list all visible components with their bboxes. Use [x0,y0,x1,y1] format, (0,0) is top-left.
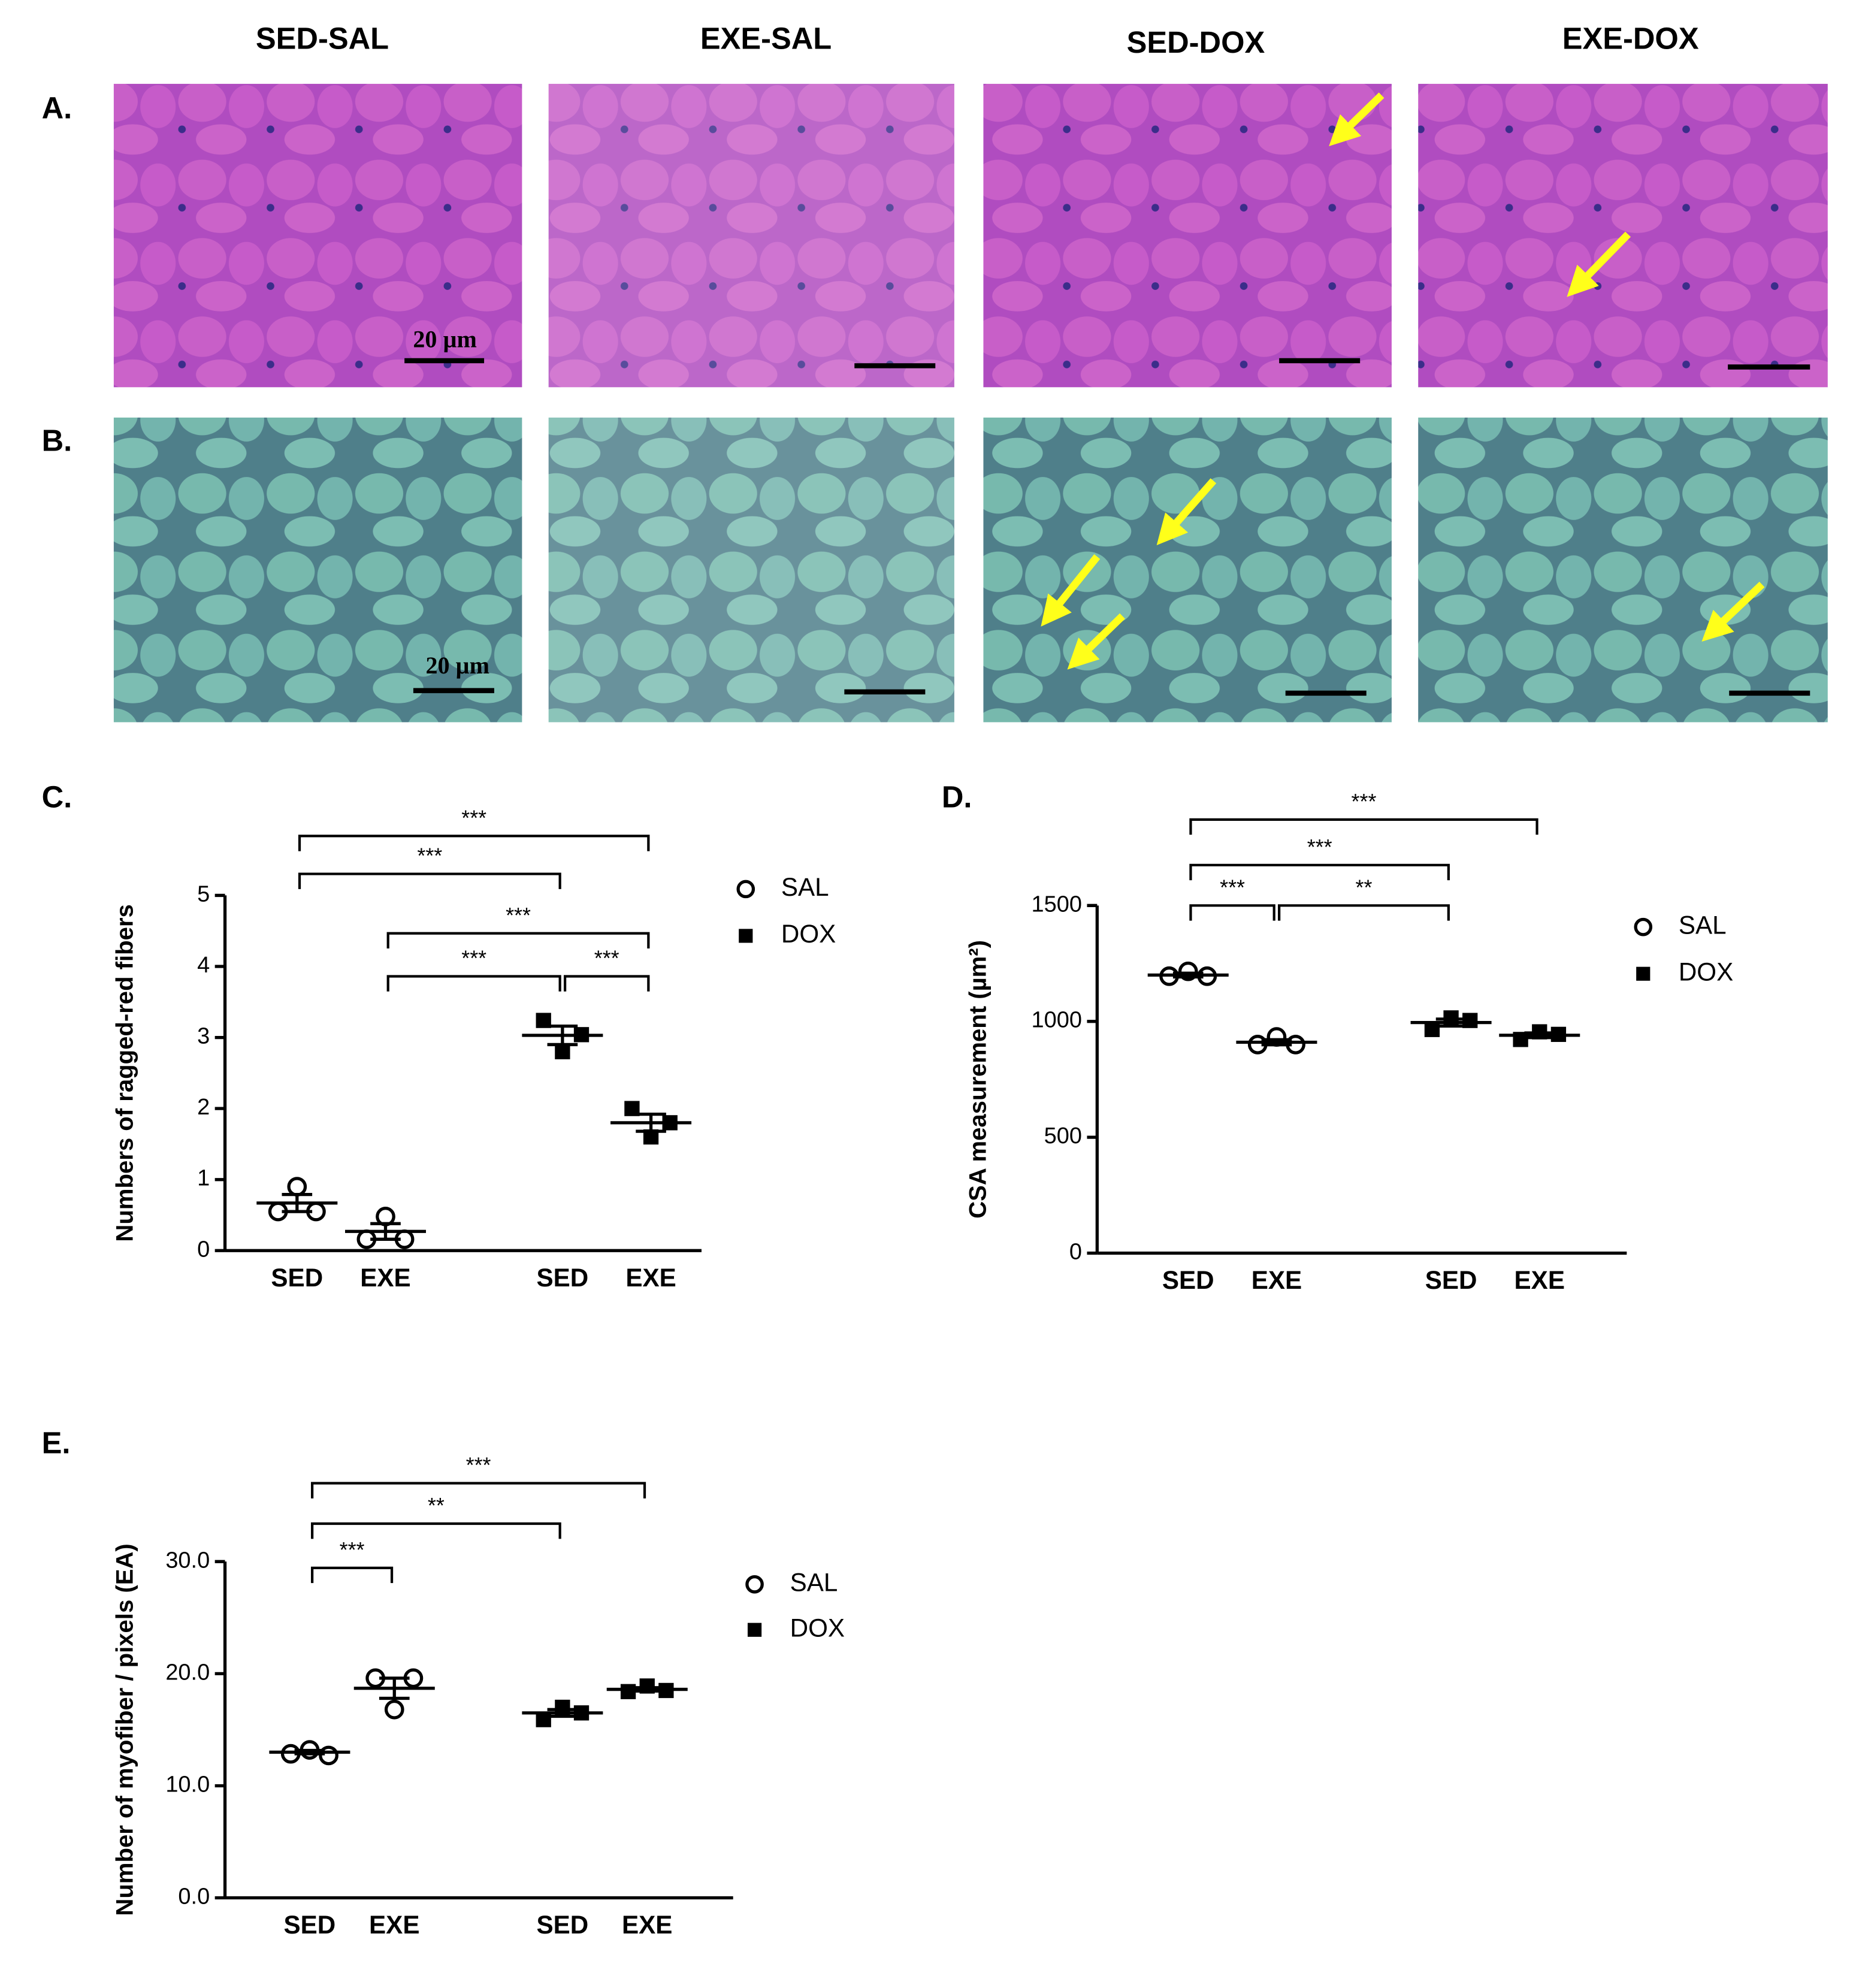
legend-label: DOX [790,1614,845,1642]
significance-label: *** [461,947,486,971]
x-tick-label: EXE [1515,1266,1565,1294]
significance-bracket [1189,863,1450,881]
row-label: B. [42,423,72,457]
x-tick-label: SED [536,1911,588,1939]
significance-bracket [1189,818,1538,835]
panel-label: C. [42,780,72,814]
significance-bracket [1278,904,1450,921]
significance-label: *** [1307,835,1332,859]
y-tick-label: 10.0 [165,1772,210,1797]
arrow [1567,231,1631,297]
y-axis-label: CSA measurement (µm²) [965,940,992,1219]
column-title: EXE-SAL [700,22,832,56]
significance-bracket [298,835,650,851]
legend-label: DOX [781,920,836,948]
significance-label: *** [1352,790,1377,814]
legend-label: DOX [1679,957,1733,986]
y-tick-label: 1 [197,1166,210,1191]
x-tick-label: SED [284,1911,336,1939]
arrow [1041,554,1101,627]
y-tick-label: 0 [197,1237,210,1262]
y-axis-label: Number of myofiber / pixels (EA) [112,1543,138,1916]
y-tick-label: 30.0 [165,1548,210,1573]
x-tick-label: SED [536,1264,588,1292]
legend-label: SAL [1679,911,1727,939]
legend-marker [739,929,753,943]
micrograph [113,417,522,723]
row-label: A. [42,91,72,125]
significance-label: *** [506,904,531,927]
x-tick-label: SED [271,1264,323,1292]
y-tick-label: 20.0 [165,1660,210,1685]
arrow [1067,613,1125,670]
significance-label: *** [461,806,486,830]
panel-label: D. [942,780,972,814]
significance-bracket [311,1566,394,1584]
legend-marker [1634,917,1653,936]
y-tick-label: 1000 [1032,1008,1082,1033]
legend-label: SAL [781,873,829,901]
scale-label: 20 µm [413,326,477,353]
column-title: SED-DOX [1127,25,1265,59]
micrograph [1418,417,1828,723]
y-tick-label: 500 [1044,1123,1082,1149]
legend-label: SAL [790,1568,838,1596]
column-title: EXE-DOX [1562,22,1699,56]
y-tick-label: 0.0 [178,1884,210,1910]
significance-bracket [311,1522,561,1539]
x-tick-label: SED [1162,1266,1214,1294]
significance-bracket [298,872,561,889]
significance-bracket [563,975,650,992]
y-tick-label: 1500 [1032,892,1082,917]
significance-label: *** [340,1538,365,1562]
data-point [287,1177,307,1197]
micrograph [548,417,954,723]
x-tick-label: EXE [369,1911,419,1939]
x-tick-label: SED [1425,1266,1477,1294]
data-point [536,1712,551,1727]
y-tick-label: 3 [197,1024,210,1049]
y-axis-label: Numbers of ragged-red fibers [112,904,138,1241]
micrograph [548,83,954,388]
significance-bracket [1189,904,1275,921]
data-point [1424,1022,1440,1037]
x-tick-label: EXE [625,1264,676,1292]
significance-label: *** [594,947,619,971]
legend-marker [745,1575,764,1594]
data-point [384,1699,404,1720]
significance-label: *** [417,844,442,868]
significance-bracket [386,975,561,992]
legend-marker [736,880,755,899]
x-tick-label: EXE [360,1264,410,1292]
significance-label: ** [1356,875,1373,899]
significance-bracket [311,1482,646,1498]
legend-marker [1636,966,1651,981]
column-title: SED-SAL [256,22,389,56]
x-tick-label: EXE [1252,1266,1302,1294]
data-point [319,1745,338,1766]
arrow [1156,478,1217,546]
arrow [1329,92,1385,147]
micrograph [113,83,522,388]
y-tick-label: 2 [197,1095,210,1120]
panel-label: E. [42,1426,71,1460]
data-point [1178,961,1198,981]
y-tick-label: 0 [1069,1240,1082,1265]
x-tick-label: EXE [622,1911,672,1939]
significance-label: ** [428,1494,445,1518]
significance-label: *** [1220,875,1245,899]
micrograph [983,417,1392,723]
significance-bracket [386,932,650,949]
legend-marker [747,1623,762,1637]
micrograph [983,83,1392,388]
scale-label: 20 µm [425,652,489,679]
data-point [555,1044,570,1059]
y-tick-label: 4 [197,953,210,978]
significance-label: *** [466,1454,491,1478]
y-tick-label: 5 [197,881,210,907]
arrow [1701,581,1765,642]
